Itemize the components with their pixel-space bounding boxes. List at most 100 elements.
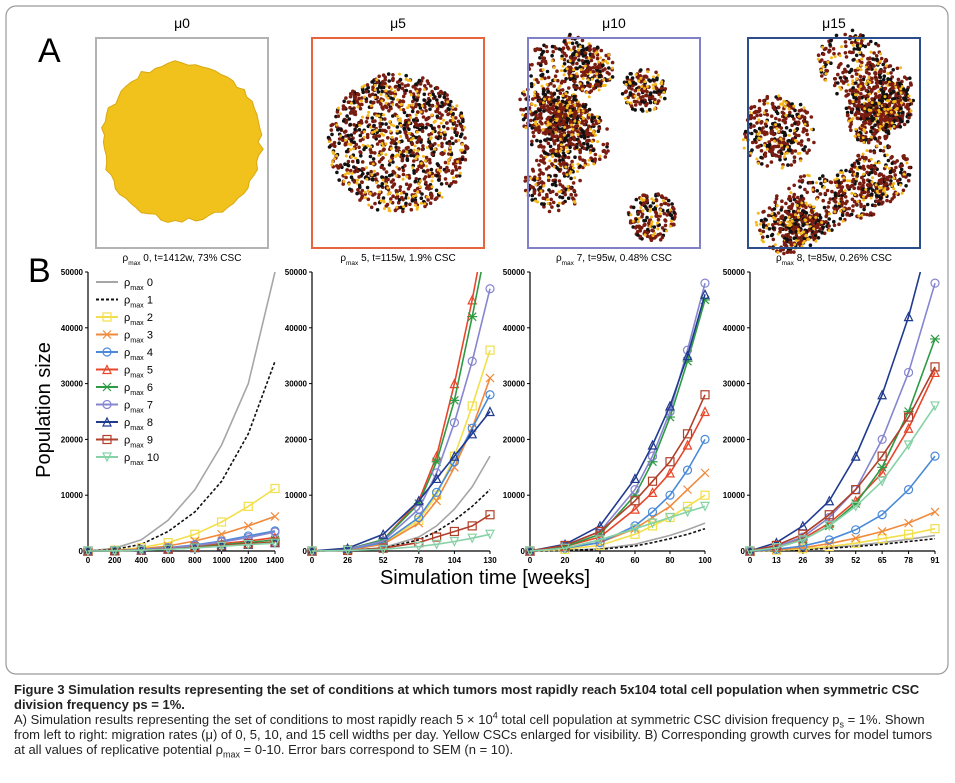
csc-cell bbox=[890, 111, 893, 114]
cell bbox=[817, 53, 821, 57]
csc-cell bbox=[856, 67, 859, 70]
cell bbox=[772, 133, 776, 137]
cell bbox=[535, 127, 539, 131]
cell bbox=[422, 98, 426, 102]
cell bbox=[573, 138, 577, 142]
cell bbox=[588, 91, 592, 95]
cell bbox=[555, 193, 559, 197]
cell bbox=[414, 83, 418, 87]
csc-cell bbox=[548, 159, 551, 162]
csc-cell bbox=[857, 133, 860, 136]
cell bbox=[522, 118, 526, 122]
cell bbox=[794, 222, 798, 226]
cell bbox=[434, 198, 438, 202]
csc-cell bbox=[759, 138, 762, 141]
cell bbox=[429, 84, 433, 88]
csc-cell bbox=[780, 144, 783, 147]
csc-cell bbox=[646, 70, 649, 73]
cell bbox=[883, 74, 887, 78]
cell bbox=[569, 66, 573, 70]
csc-cell bbox=[582, 109, 585, 112]
cell bbox=[359, 134, 363, 138]
csc-cell bbox=[563, 134, 566, 137]
csc-cell bbox=[800, 202, 803, 205]
cell bbox=[844, 51, 848, 55]
cell bbox=[424, 126, 428, 130]
csc-cell bbox=[585, 91, 588, 94]
csc-cell bbox=[451, 127, 454, 130]
legend-label: ρmax 8 bbox=[124, 417, 153, 432]
csc-cell bbox=[446, 100, 449, 103]
cell bbox=[463, 136, 467, 140]
csc-cell bbox=[856, 39, 859, 42]
csc-cell bbox=[416, 155, 419, 158]
cell bbox=[758, 99, 762, 103]
cell bbox=[857, 186, 861, 190]
cell bbox=[402, 173, 406, 177]
cell bbox=[404, 202, 408, 206]
cell bbox=[774, 145, 778, 149]
cell bbox=[784, 233, 788, 237]
cell bbox=[669, 213, 673, 217]
csc-cell bbox=[554, 131, 557, 134]
csc-cell bbox=[408, 132, 411, 135]
csc-cell bbox=[560, 69, 563, 72]
cell bbox=[810, 115, 814, 119]
cell bbox=[874, 172, 878, 176]
csc-cell bbox=[652, 199, 655, 202]
image-caption: ρmax 7, t=95w, 0.48% CSC bbox=[556, 253, 672, 267]
cell bbox=[545, 50, 549, 54]
cell bbox=[887, 159, 891, 163]
csc-cell bbox=[892, 101, 895, 104]
csc-cell bbox=[654, 101, 657, 104]
csc-cell bbox=[365, 178, 368, 181]
cell bbox=[645, 194, 649, 198]
cell bbox=[386, 136, 390, 140]
csc-cell bbox=[413, 149, 416, 152]
csc-cell bbox=[783, 156, 786, 159]
csc-cell bbox=[589, 128, 592, 131]
cell bbox=[881, 192, 885, 196]
cell bbox=[893, 161, 897, 165]
cell bbox=[578, 114, 582, 118]
cell bbox=[395, 137, 399, 141]
cell bbox=[835, 92, 839, 96]
cell bbox=[448, 142, 452, 146]
cell bbox=[455, 174, 459, 178]
cell bbox=[909, 83, 913, 87]
cell bbox=[865, 213, 869, 217]
cell bbox=[538, 108, 542, 112]
csc-cell bbox=[434, 120, 437, 123]
cell bbox=[345, 168, 349, 172]
csc-cell bbox=[380, 99, 383, 102]
csc-cell bbox=[539, 190, 542, 193]
cell bbox=[800, 140, 804, 144]
csc-cell bbox=[463, 126, 466, 129]
csc-cell bbox=[842, 208, 845, 211]
cell bbox=[345, 114, 349, 118]
csc-cell bbox=[662, 199, 665, 202]
cell bbox=[636, 233, 640, 237]
cell bbox=[534, 114, 538, 118]
cell bbox=[361, 160, 365, 164]
csc-cell bbox=[449, 156, 452, 159]
cell bbox=[592, 87, 596, 91]
csc-cell bbox=[883, 146, 886, 149]
csc-cell bbox=[428, 172, 431, 175]
cell bbox=[424, 181, 428, 185]
csc-cell bbox=[583, 164, 586, 167]
marker bbox=[244, 522, 252, 530]
cell bbox=[568, 33, 572, 37]
cell bbox=[365, 120, 369, 124]
cell bbox=[801, 197, 805, 201]
csc-cell bbox=[755, 158, 758, 161]
cell bbox=[845, 89, 849, 93]
csc-cell bbox=[879, 125, 882, 128]
cell bbox=[824, 192, 828, 196]
cell bbox=[826, 189, 830, 193]
csc-cell bbox=[363, 136, 366, 139]
cell bbox=[810, 221, 814, 225]
cell bbox=[865, 71, 869, 75]
cell bbox=[602, 149, 606, 153]
tumor-blob bbox=[102, 61, 264, 223]
